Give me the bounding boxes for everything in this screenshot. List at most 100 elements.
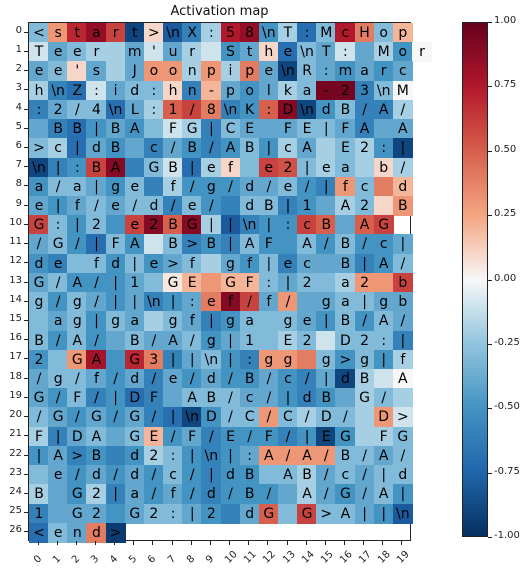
heatmap-cell: g (258, 349, 279, 370)
heatmap-cell: o (239, 80, 260, 101)
heatmap-cell: / (163, 426, 184, 447)
heatmap-cell: b (392, 272, 413, 293)
heatmap-cell: | (277, 388, 298, 409)
heatmap-cell: B (335, 99, 356, 120)
heatmap-cell: D (373, 407, 394, 428)
heatmap-cell: T (316, 42, 337, 63)
heatmap-cell: n (67, 522, 88, 543)
heatmap-cell: a (354, 61, 375, 82)
heatmap-cell: d (86, 465, 107, 486)
heatmap-cell: e (29, 196, 49, 216)
heatmap-cell: - (201, 80, 222, 101)
heatmap-cell: B (182, 138, 203, 159)
y-tick-mark (24, 262, 28, 264)
heatmap-cell: A (297, 234, 318, 255)
heatmap-cell: | (316, 176, 337, 197)
heatmap-cell: 2 (29, 349, 49, 370)
heatmap-cell: \n (297, 42, 318, 63)
y-tick-mark (24, 166, 28, 168)
heatmap-cell: / (258, 369, 279, 389)
heatmap-cell: / (143, 407, 164, 428)
heatmap-cell: D (67, 426, 88, 447)
x-tick-mark (305, 541, 307, 545)
colorbar-tick-label: 1.00 (494, 15, 517, 26)
heatmap-cell: / (354, 445, 375, 466)
heatmap-cell: d (297, 388, 318, 409)
y-tick-label: 11 (9, 236, 22, 248)
heatmap-cell: d (392, 176, 413, 197)
heatmap-cell: e (143, 253, 164, 274)
heatmap-cell: \n (258, 23, 279, 43)
y-tick-label: 20 (9, 409, 22, 421)
heatmap-cell: > (392, 407, 413, 428)
heatmap-cell: A (373, 253, 394, 274)
heatmap-cell: E (335, 138, 356, 159)
heatmap-cell: B (163, 157, 184, 178)
heatmap-cell: G (124, 407, 145, 428)
heatmap-cell: G (373, 215, 394, 236)
heatmap-cell: / (143, 484, 164, 505)
heatmap-cell: / (220, 176, 241, 197)
heatmap-cell: e (48, 465, 69, 486)
heatmap-cell: / (239, 292, 260, 313)
heatmap-cell: B (354, 369, 375, 389)
heatmap-cell: \n (277, 61, 298, 82)
heatmap-cell (124, 157, 145, 178)
heatmap-cell: F (67, 388, 88, 409)
x-tick-mark (95, 541, 97, 545)
heatmap-cell: / (143, 369, 164, 389)
heatmap-cell: 1 (29, 503, 49, 524)
heatmap-cell: h (163, 80, 184, 101)
heatmap-cell: o (392, 42, 413, 63)
heatmap-cell: C (277, 407, 298, 428)
heatmap-cell: 8 (239, 23, 260, 43)
heatmap-cell: a (335, 292, 356, 313)
heatmap-cell (316, 196, 337, 216)
heatmap-cell: / (220, 388, 241, 409)
heatmap-cell: G (86, 407, 107, 428)
heatmap-cell (258, 311, 279, 332)
x-tick-label: 11 (242, 548, 260, 566)
heatmap-cell: e (124, 215, 145, 236)
heatmap-cell: e (48, 522, 69, 543)
heatmap-cell: / (316, 465, 337, 486)
heatmap-cell: | (48, 157, 69, 178)
heatmap-cell: B (48, 119, 69, 140)
heatmap-cell: c (354, 176, 375, 197)
heatmap-cell (143, 234, 164, 255)
heatmap-cell: g (277, 311, 298, 332)
heatmap-cell: f (86, 369, 107, 389)
heatmap-cell (354, 426, 375, 447)
heatmap-cell: / (163, 138, 184, 159)
heatmap-cell: | (105, 292, 126, 313)
heatmap-cell (258, 330, 279, 351)
heatmap-cell: d (86, 522, 107, 543)
heatmap-cell: B (297, 465, 318, 486)
heatmap-cell: f (67, 196, 88, 216)
heatmap-cell: \n (182, 407, 203, 428)
heatmap-cell: A (258, 445, 279, 466)
heatmap-cell: : (201, 23, 222, 43)
x-tick-mark (248, 541, 250, 545)
heatmap-cell: A (373, 99, 394, 120)
heatmap-cell: B (316, 388, 337, 409)
heatmap-cell: A (86, 349, 107, 370)
heatmap-cell (239, 157, 260, 178)
heatmap-cell: g (316, 292, 337, 313)
heatmap-cell: 2 (354, 272, 375, 293)
heatmap-cell (316, 272, 337, 293)
y-tick-mark (24, 31, 28, 33)
heatmap-cell: g (105, 176, 126, 197)
heatmap-cell: r (86, 42, 107, 63)
heatmap-cell: A (67, 272, 88, 293)
heatmap-cell (220, 196, 241, 216)
heatmap-cell: / (48, 388, 69, 409)
heatmap-cell: G (163, 272, 184, 293)
heatmap-cell: f (392, 349, 413, 370)
y-tick-mark (24, 70, 28, 72)
heatmap-cell: d (124, 369, 145, 389)
heatmap-cell: | (124, 253, 145, 274)
heatmap-cell: d (239, 176, 260, 197)
heatmap-cell: F (258, 426, 279, 447)
